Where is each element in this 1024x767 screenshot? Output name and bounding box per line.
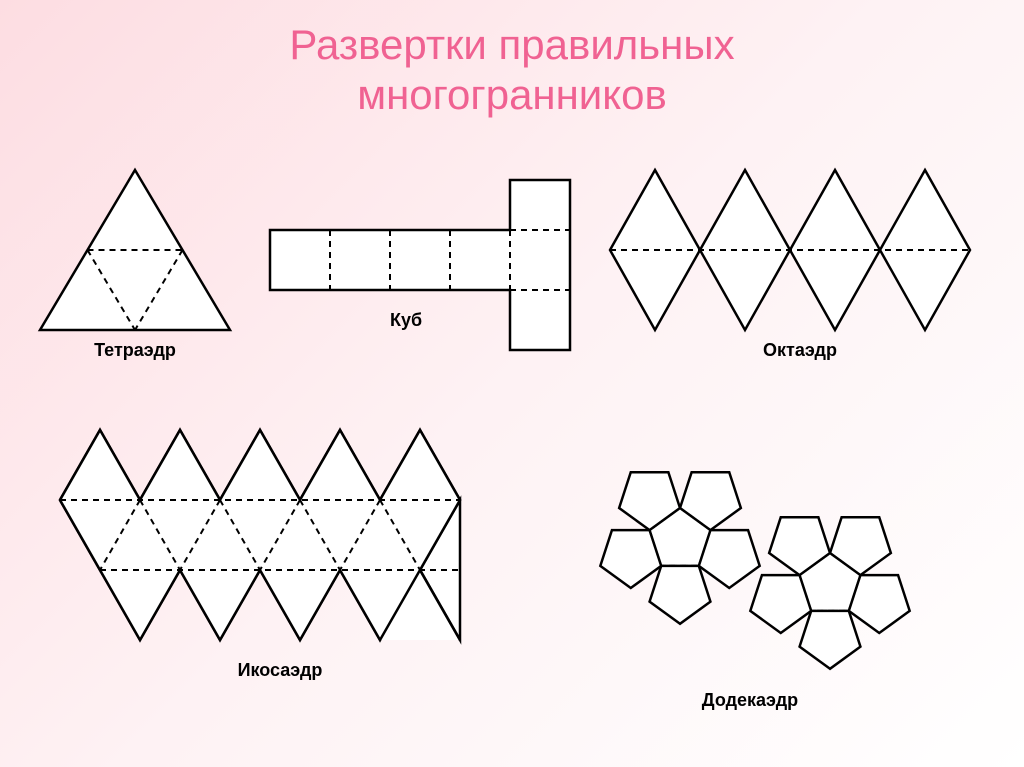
- octahedron-net: Октаэдр: [600, 160, 1000, 361]
- title-line-2: многогранников: [357, 71, 667, 118]
- icosahedron-net: Икосаэдр: [50, 420, 510, 681]
- tetrahedron-net: Тетраэдр: [30, 160, 240, 361]
- dodecahedron-label: Додекаэдр: [530, 690, 970, 711]
- dodecahedron-net: Додекаэдр: [530, 390, 970, 711]
- page-title: Развертки правильных многогранников: [0, 0, 1024, 121]
- tetrahedron-label: Тетраэдр: [30, 340, 240, 361]
- cube-net: Куб: [260, 170, 580, 331]
- octahedron-label: Октаэдр: [600, 340, 1000, 361]
- icosahedron-label: Икосаэдр: [50, 660, 510, 681]
- diagram-area: Тетраэдр Куб Октаэдр: [0, 160, 1024, 760]
- title-line-1: Развертки правильных: [289, 21, 734, 68]
